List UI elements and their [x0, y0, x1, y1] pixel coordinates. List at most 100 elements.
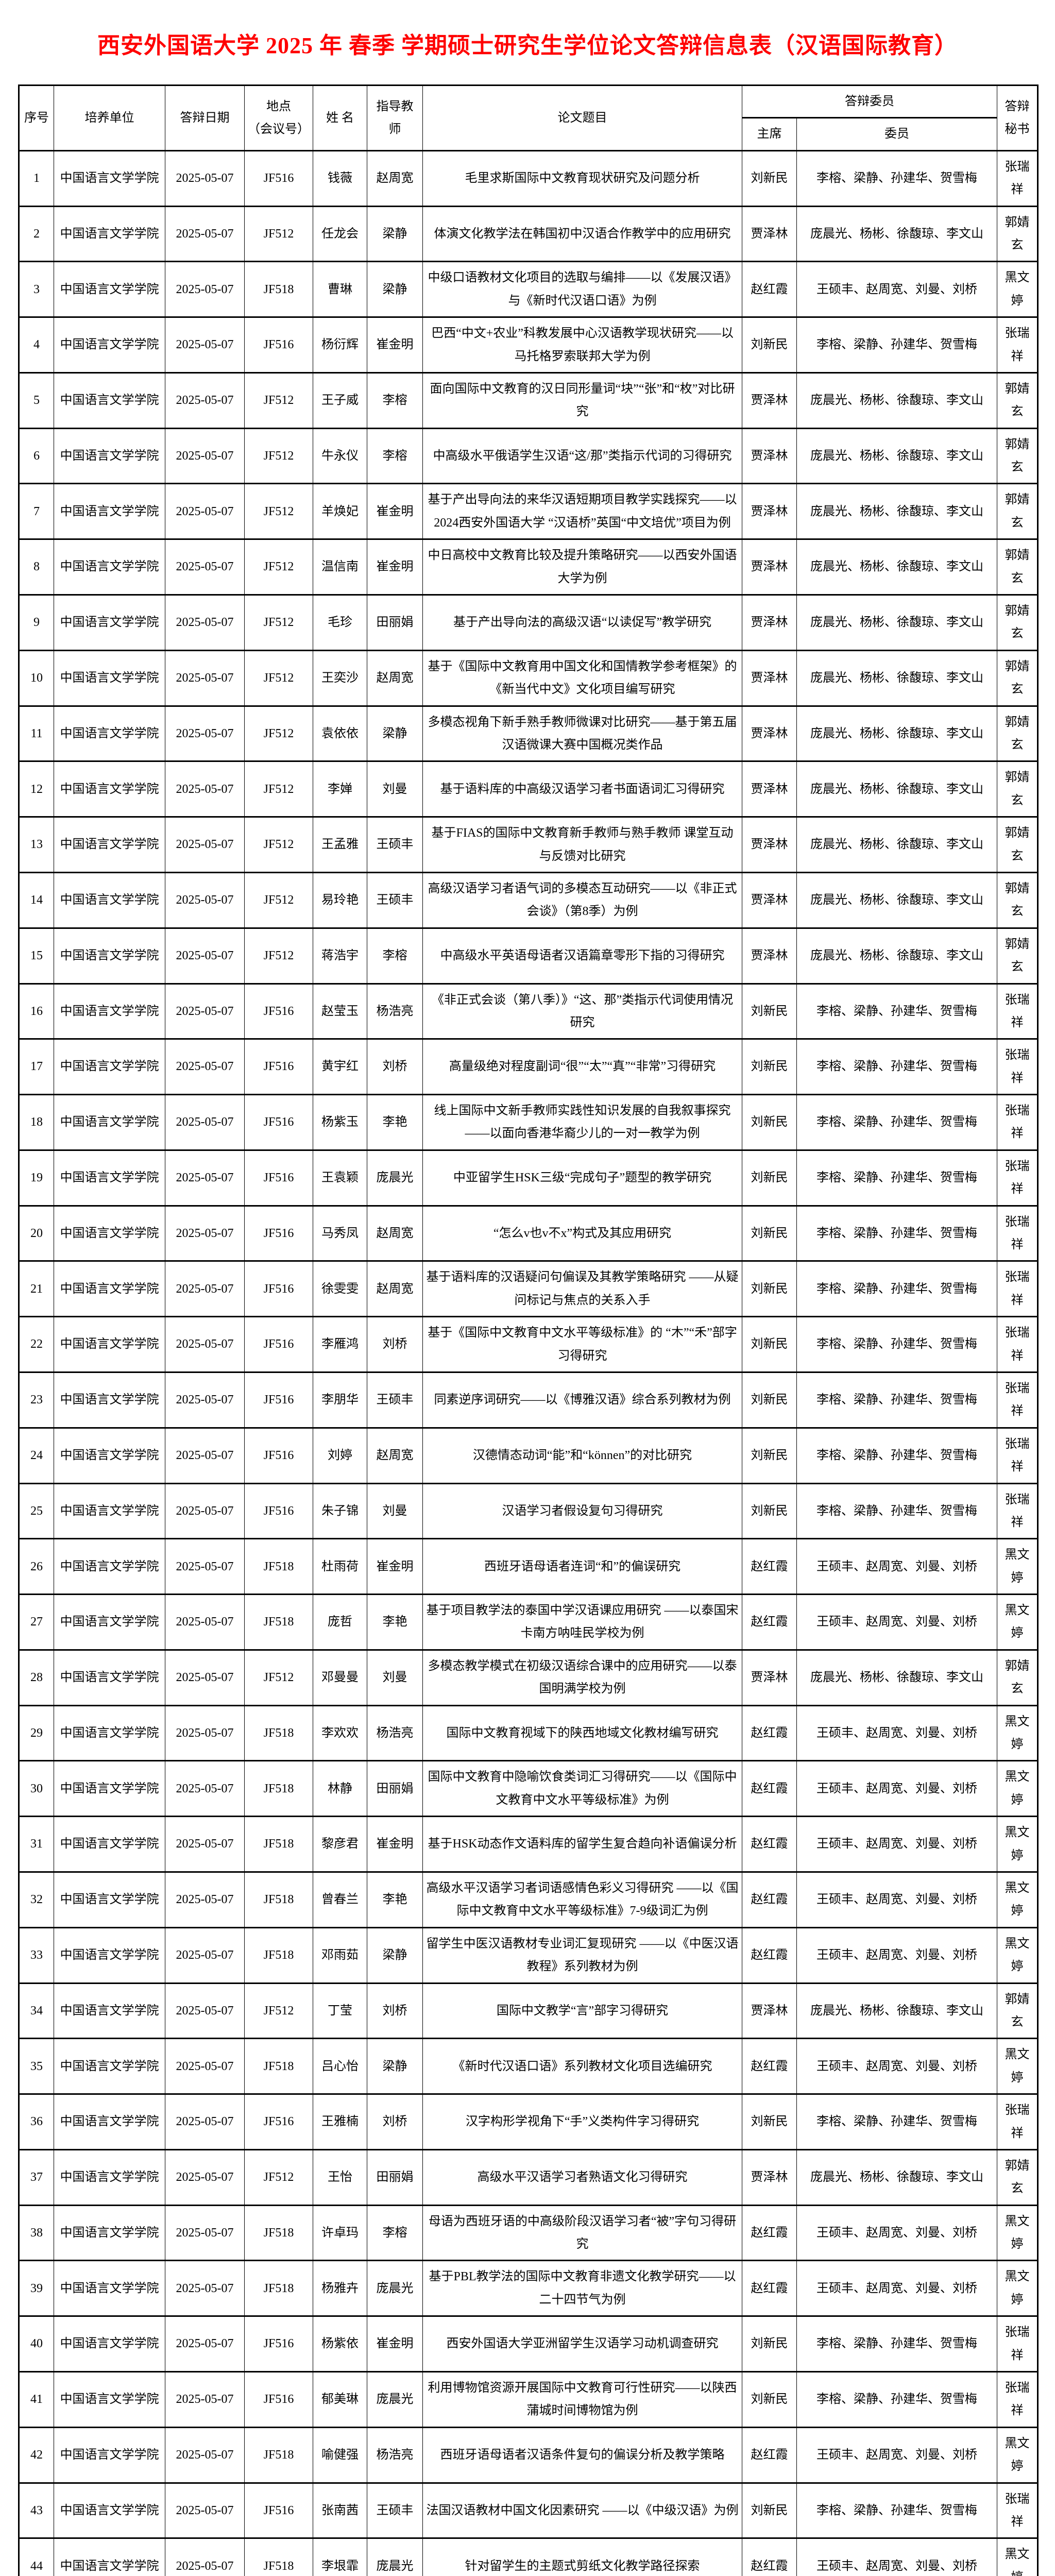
cell-index: 5: [19, 371, 54, 429]
cell-advisor: 田丽娟: [367, 2148, 423, 2206]
cell-advisor: 庞晨光: [367, 2260, 423, 2317]
table-row: 41 中国语言文学学院 2025-05-07 JF516 郁美琳 庞晨光 利用博物馆资源开展…: [19, 2371, 1038, 2428]
table-row: 40 中国语言文学学院 2025-05-07 JF516 杨紫依 崔金明 西安外国语大学亚洲…: [19, 2315, 1038, 2373]
cell-chair: 赵红霞: [742, 1816, 797, 1873]
cell-location: JF518: [244, 1594, 313, 1651]
cell-advisor: 崔金明: [367, 1816, 423, 1873]
cell-index: 35: [19, 2038, 54, 2095]
cell-unit: 中国语言文学学院: [54, 371, 165, 429]
cell-secretary: 郭婧玄: [997, 816, 1038, 873]
cell-thesis: 法国汉语教材中国文化因素研究 ——以《中级汉语》为例: [422, 2482, 742, 2539]
table-row: 43 中国语言文学学院 2025-05-07 JF516 张南茜 王硕丰 法国汉语教材中国文…: [19, 2482, 1038, 2539]
cell-members: 庞晨光、杨彬、徐馥琼、李文山: [796, 816, 997, 873]
cell-secretary: 郭婧玄: [997, 649, 1038, 707]
cell-name: 牛永仪: [313, 427, 367, 485]
cell-secretary: 郭婧玄: [997, 1649, 1038, 1706]
cell-members: 庞晨光、杨彬、徐馥琼、李文山: [796, 594, 997, 651]
cell-unit: 中国语言文学学院: [54, 1371, 165, 1429]
cell-date: 2025-05-07: [165, 2148, 245, 2206]
cell-index: 7: [19, 483, 54, 540]
cell-secretary: 张瑞祥: [997, 1427, 1038, 1484]
cell-advisor: 李榕: [367, 2204, 423, 2262]
header-date: 答辩日期: [165, 84, 245, 151]
cell-index: 20: [19, 1205, 54, 1262]
table-row: 42 中国语言文学学院 2025-05-07 JF518 喻健强 杨浩亮 西班牙语母语者汉语…: [19, 2426, 1038, 2484]
cell-location: JF516: [244, 1427, 313, 1484]
cell-members: 庞晨光、杨彬、徐馥琼、李文山: [796, 538, 997, 596]
table-row: 25 中国语言文学学院 2025-05-07 JF516 朱子锦 刘曼 汉语学习者假设复句习…: [19, 1482, 1038, 1540]
cell-secretary: 黑文婷: [997, 1871, 1038, 1928]
cell-members: 王硕丰、赵周宽、刘曼、刘桥: [796, 1594, 997, 1651]
cell-location: JF516: [244, 982, 313, 1040]
cell-index: 43: [19, 2482, 54, 2539]
cell-name: 杨紫依: [313, 2315, 367, 2373]
cell-index: 2: [19, 205, 54, 263]
header-advisor: 指导教师: [367, 84, 423, 151]
cell-thesis: 《新时代汉语口语》系列教材文化项目选编研究: [422, 2038, 742, 2095]
cell-date: 2025-05-07: [165, 705, 245, 762]
cell-thesis: 高级汉语学习者语气词的多模态互动研究——以《非正式会谈》（第8季）为例: [422, 871, 742, 929]
cell-thesis: 基于产出导向法的来华汉语短期项目教学实践探究——以2024西安外国语大学 “汉语…: [422, 483, 742, 540]
cell-index: 32: [19, 1871, 54, 1928]
cell-unit: 中国语言文学学院: [54, 1260, 165, 1318]
cell-advisor: 庞晨光: [367, 2371, 423, 2428]
cell-thesis: 基于《国际中文教育用中国文化和国情教学参考框架》的《新当代中文》文化项目编写研究: [422, 649, 742, 707]
cell-date: 2025-05-07: [165, 594, 245, 651]
cell-location: JF518: [244, 1538, 313, 1596]
cell-index: 14: [19, 871, 54, 929]
cell-date: 2025-05-07: [165, 1371, 245, 1429]
cell-index: 30: [19, 1760, 54, 1818]
cell-advisor: 杨浩亮: [367, 982, 423, 1040]
table-row: 19 中国语言文学学院 2025-05-07 JF516 王袁颖 庞晨光 中亚留学生HSK三…: [19, 1149, 1038, 1207]
cell-unit: 中国语言文学学院: [54, 2482, 165, 2539]
cell-chair: 刘新民: [742, 1038, 797, 1096]
cell-chair: 贾泽林: [742, 871, 797, 929]
cell-location: JF512: [244, 483, 313, 540]
cell-date: 2025-05-07: [165, 1816, 245, 1873]
table-row: 33 中国语言文学学院 2025-05-07 JF518 邓雨茹 梁静 留学生中医汉语教材专…: [19, 1926, 1038, 1984]
cell-name: 吕心怡: [313, 2038, 367, 2095]
table-row: 28 中国语言文学学院 2025-05-07 JF512 邓曼曼 刘曼 多模态教学模式在初级…: [19, 1649, 1038, 1706]
cell-name: 郁美琳: [313, 2371, 367, 2428]
cell-members: 李榕、梁静、孙建华、贺雪梅: [796, 316, 997, 374]
cell-secretary: 郭婧玄: [997, 2148, 1038, 2206]
header-row-sub: 主席 委员: [19, 117, 1038, 151]
table-row: 26 中国语言文学学院 2025-05-07 JF518 杜雨荷 崔金明 西班牙语母语者连词…: [19, 1538, 1038, 1596]
cell-index: 9: [19, 594, 54, 651]
cell-advisor: 梁静: [367, 705, 423, 762]
cell-chair: 刘新民: [742, 982, 797, 1040]
cell-members: 王硕丰、赵周宽、刘曼、刘桥: [796, 2537, 997, 2576]
cell-date: 2025-05-07: [165, 1538, 245, 1596]
cell-members: 庞晨光、杨彬、徐馥琼、李文山: [796, 760, 997, 818]
cell-secretary: 黑文婷: [997, 2204, 1038, 2262]
cell-thesis: 巴西“中文+农业”科教发展中心汉语教学现状研究——以马托格罗索联邦大学为例: [422, 316, 742, 374]
cell-advisor: 刘桥: [367, 1038, 423, 1096]
cell-unit: 中国语言文学学院: [54, 2426, 165, 2484]
cell-thesis: 汉德情态动词“能”和“können”的对比研究: [422, 1427, 742, 1484]
cell-advisor: 李艳: [367, 1094, 423, 1151]
header-unit: 培养单位: [54, 84, 165, 151]
cell-index: 42: [19, 2426, 54, 2484]
cell-advisor: 李榕: [367, 427, 423, 485]
cell-date: 2025-05-07: [165, 1149, 245, 1207]
cell-unit: 中国语言文学学院: [54, 1094, 165, 1151]
cell-secretary: 张瑞祥: [997, 149, 1038, 207]
cell-index: 33: [19, 1926, 54, 1984]
cell-thesis: 基于项目教学法的泰国中学汉语课应用研究 ——以泰国宋卡南方呐哇民学校为例: [422, 1594, 742, 1651]
cell-unit: 中国语言文学学院: [54, 483, 165, 540]
cell-location: JF516: [244, 1094, 313, 1151]
table-row: 36 中国语言文学学院 2025-05-07 JF516 王雅楠 刘桥 汉字构形学视角下“手…: [19, 2093, 1038, 2150]
cell-location: JF516: [244, 1482, 313, 1540]
cell-location: JF518: [244, 261, 313, 318]
table-row: 21 中国语言文学学院 2025-05-07 JF516 徐雯雯 赵周宽 基于语料库的汉语疑…: [19, 1260, 1038, 1318]
cell-date: 2025-05-07: [165, 149, 245, 207]
cell-members: 李榕、梁静、孙建华、贺雪梅: [796, 149, 997, 207]
cell-thesis: “怎么v也v不x”构式及其应用研究: [422, 1205, 742, 1262]
cell-secretary: 张瑞祥: [997, 2371, 1038, 2428]
cell-advisor: 王硕丰: [367, 2482, 423, 2539]
cell-advisor: 刘曼: [367, 1482, 423, 1540]
cell-members: 李榕、梁静、孙建华、贺雪梅: [796, 2093, 997, 2150]
cell-advisor: 崔金明: [367, 316, 423, 374]
cell-secretary: 郭婧玄: [997, 705, 1038, 762]
cell-chair: 赵红霞: [742, 261, 797, 318]
